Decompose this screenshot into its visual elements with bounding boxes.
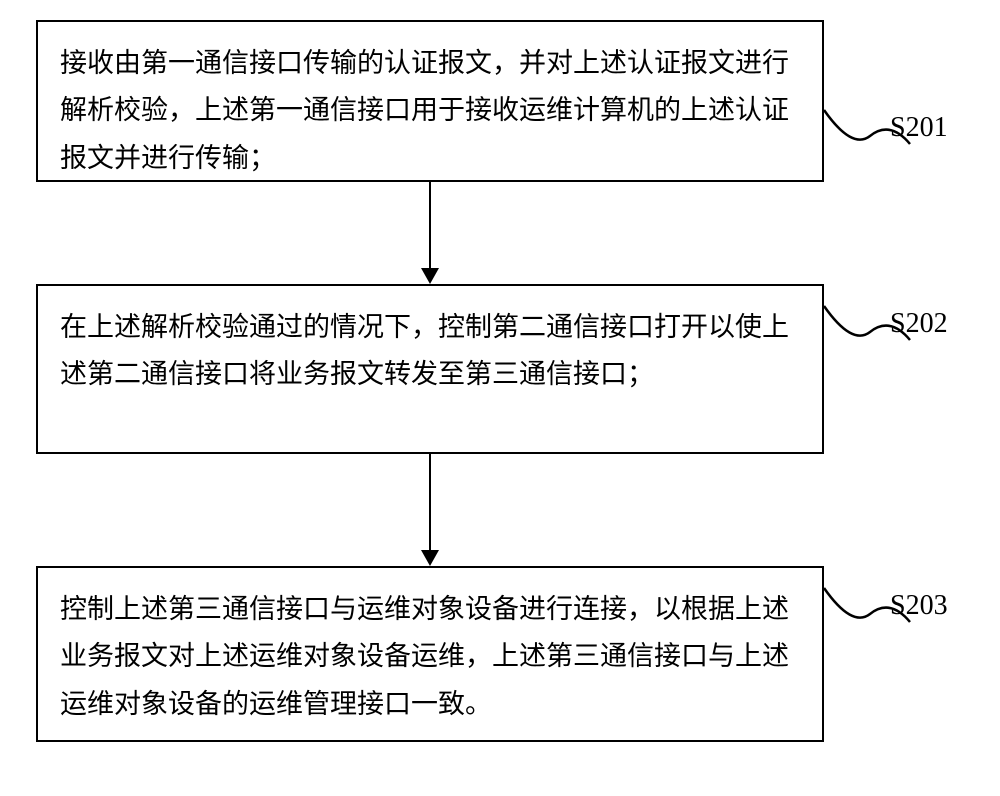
step-label-s203: S203 <box>890 590 948 622</box>
step-text: 在上述解析校验通过的情况下，控制第二通信接口打开以使上述第二通信接口将业务报文转… <box>60 312 789 389</box>
step-box-s203: 控制上述第三通信接口与运维对象设备进行连接，以根据上述业务报文对上述运维对象设备… <box>36 566 824 742</box>
flowchart-canvas: 接收由第一通信接口传输的认证报文，并对上述认证报文进行解析校验，上述第一通信接口… <box>0 0 1000 796</box>
step-box-s202: 在上述解析校验通过的情况下，控制第二通信接口打开以使上述第二通信接口将业务报文转… <box>36 284 824 454</box>
step-text: 接收由第一通信接口传输的认证报文，并对上述认证报文进行解析校验，上述第一通信接口… <box>60 48 789 173</box>
step-label-s202: S202 <box>890 308 948 340</box>
arrow-line <box>429 454 431 550</box>
step-label-s201: S201 <box>890 112 948 144</box>
arrow-head-icon <box>421 268 439 284</box>
arrow-line <box>429 182 431 268</box>
arrow-head-icon <box>421 550 439 566</box>
step-text: 控制上述第三通信接口与运维对象设备进行连接，以根据上述业务报文对上述运维对象设备… <box>60 594 789 719</box>
step-box-s201: 接收由第一通信接口传输的认证报文，并对上述认证报文进行解析校验，上述第一通信接口… <box>36 20 824 182</box>
